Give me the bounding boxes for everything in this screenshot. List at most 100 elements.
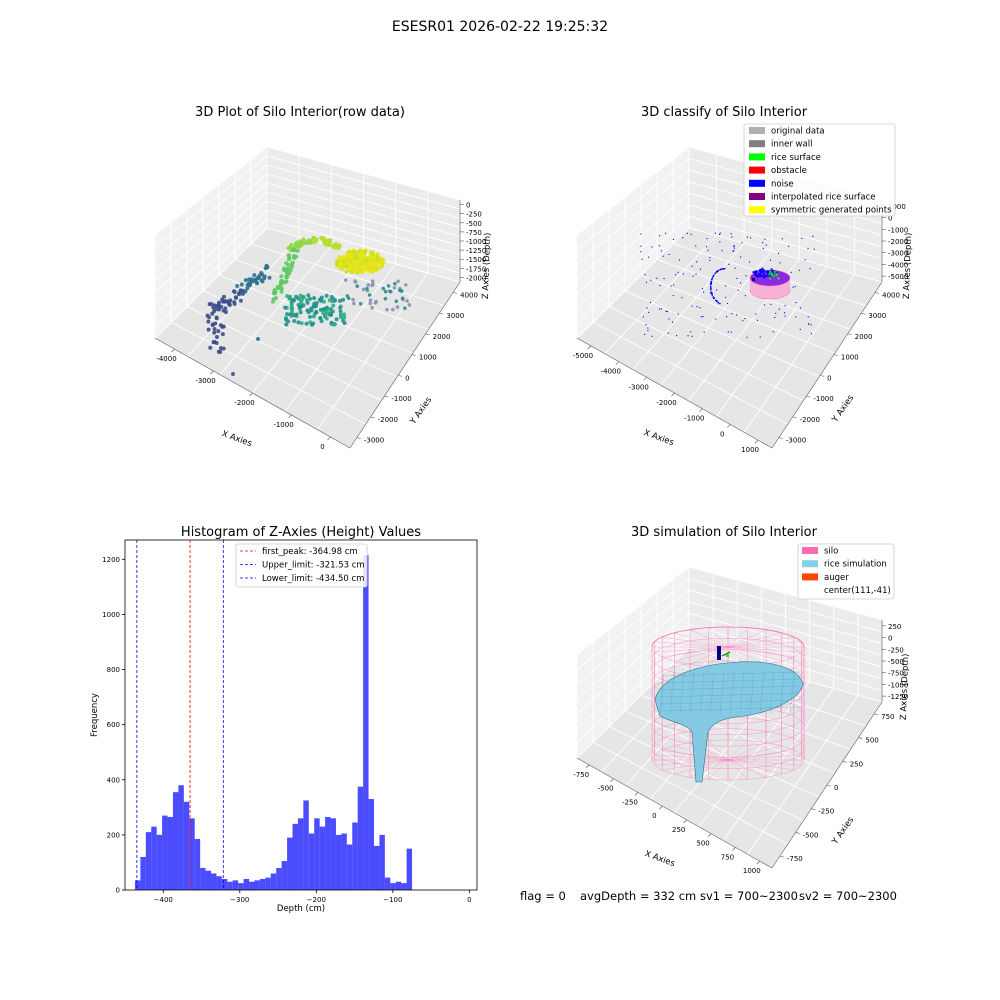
legend-swatch bbox=[802, 547, 818, 554]
noise-point bbox=[807, 248, 809, 250]
noise-point bbox=[710, 291, 713, 294]
noise-point bbox=[726, 316, 728, 318]
raw-point bbox=[396, 279, 400, 284]
raw-point bbox=[282, 280, 287, 285]
noise-point bbox=[715, 300, 718, 303]
noise-point bbox=[699, 307, 701, 309]
raw-point bbox=[237, 292, 242, 297]
noise-point bbox=[762, 247, 764, 250]
raw-3d-panes bbox=[154, 146, 461, 449]
raw-point bbox=[239, 282, 244, 287]
noise-point bbox=[719, 241, 721, 243]
rice-surface-point bbox=[773, 270, 776, 273]
histogram-bar bbox=[303, 800, 309, 890]
noise-point bbox=[761, 275, 764, 277]
noise-point bbox=[710, 289, 712, 291]
noise-point bbox=[770, 303, 772, 305]
raw-point bbox=[400, 296, 405, 301]
noise-point bbox=[656, 277, 658, 279]
raw-point bbox=[373, 260, 378, 265]
raw-point bbox=[214, 334, 219, 339]
simulation-3d-xlabel: X Axies bbox=[643, 849, 676, 869]
noise-point bbox=[660, 308, 662, 310]
noise-point bbox=[790, 271, 792, 273]
histogram-bar bbox=[265, 877, 271, 890]
noise-point bbox=[757, 275, 759, 278]
raw-point bbox=[240, 291, 245, 296]
silo-lid-wire bbox=[727, 749, 794, 761]
noise-point bbox=[667, 332, 669, 334]
noise-point bbox=[715, 318, 717, 320]
classify-3d-ztick-label: 1000 bbox=[888, 203, 906, 211]
legend-swatch bbox=[749, 166, 765, 174]
raw-point bbox=[294, 294, 299, 299]
raw-point bbox=[299, 300, 304, 305]
noise-point bbox=[731, 313, 733, 315]
raw-point bbox=[368, 301, 373, 306]
raw-point bbox=[296, 320, 301, 325]
noise-point bbox=[737, 289, 739, 291]
raw-point bbox=[365, 257, 370, 262]
silo-lid-wire bbox=[727, 759, 748, 780]
histogram-bar bbox=[395, 881, 402, 890]
raw-3d-ztick-label: -1000 bbox=[466, 238, 486, 246]
simulation-3d-surface bbox=[651, 626, 805, 783]
classify-3d-ytick-label: -1000 bbox=[813, 395, 833, 403]
legend-label: auger bbox=[824, 573, 849, 583]
noise-point bbox=[762, 242, 764, 244]
figure-suptitle: ESESR01 2026-02-22 19:25:32 bbox=[392, 19, 608, 35]
noise-point bbox=[779, 262, 781, 264]
simulation-3d-zlabel: Z Axies (Depth) bbox=[899, 653, 911, 720]
noise-point bbox=[767, 271, 770, 273]
legend-label: center(111,-41) bbox=[824, 586, 891, 596]
raw-point bbox=[347, 267, 352, 272]
rice-mesh-line bbox=[669, 671, 675, 715]
raw-point bbox=[335, 259, 340, 264]
legend-label: noise bbox=[771, 179, 794, 189]
raw-point bbox=[331, 303, 336, 308]
noise-point bbox=[647, 329, 649, 332]
noise-point bbox=[788, 245, 790, 247]
histogram-yticks: 0 200 400 600 800 1000 1200 bbox=[102, 556, 125, 895]
noise-point bbox=[774, 316, 776, 319]
raw-point bbox=[361, 287, 366, 292]
simulation-3d-ytick-label: 750 bbox=[881, 713, 894, 721]
rice-surface-point bbox=[768, 273, 771, 275]
noise-point bbox=[677, 271, 679, 273]
raw-point bbox=[212, 330, 217, 335]
noise-point bbox=[744, 295, 746, 297]
raw-point bbox=[252, 273, 257, 278]
noise-point bbox=[673, 284, 675, 286]
noise-point bbox=[764, 238, 766, 240]
histogram-bar bbox=[178, 785, 184, 890]
raw-point bbox=[352, 249, 357, 254]
raw-point bbox=[284, 322, 289, 327]
noise-point bbox=[722, 268, 724, 270]
noise-point bbox=[692, 275, 694, 277]
raw-point bbox=[257, 273, 262, 278]
classify-3d-ytick-label: 2000 bbox=[855, 333, 873, 341]
raw-point bbox=[319, 295, 324, 300]
classify-3d-ylabel: Y Axies bbox=[830, 393, 857, 425]
raw-3d-ztick-label: -500 bbox=[466, 220, 482, 228]
histogram-bar bbox=[346, 844, 353, 890]
histogram-bar bbox=[292, 823, 298, 890]
noise-point bbox=[799, 328, 801, 330]
noise-point bbox=[671, 321, 674, 323]
noise-point bbox=[795, 302, 797, 304]
raw-point bbox=[312, 304, 317, 309]
raw-point bbox=[243, 278, 248, 283]
raw-point bbox=[259, 271, 264, 276]
raw-3d-ztick-label: 0 bbox=[466, 202, 470, 210]
raw-point bbox=[388, 289, 393, 294]
raw-point bbox=[365, 267, 370, 272]
rice-mesh-line bbox=[719, 671, 725, 715]
noise-point bbox=[763, 276, 766, 279]
histogram-bar bbox=[238, 883, 244, 890]
raw-point bbox=[292, 255, 297, 260]
raw-point bbox=[279, 289, 284, 294]
raw-point bbox=[214, 316, 219, 321]
noise-point bbox=[710, 286, 712, 288]
raw-point bbox=[340, 266, 345, 271]
